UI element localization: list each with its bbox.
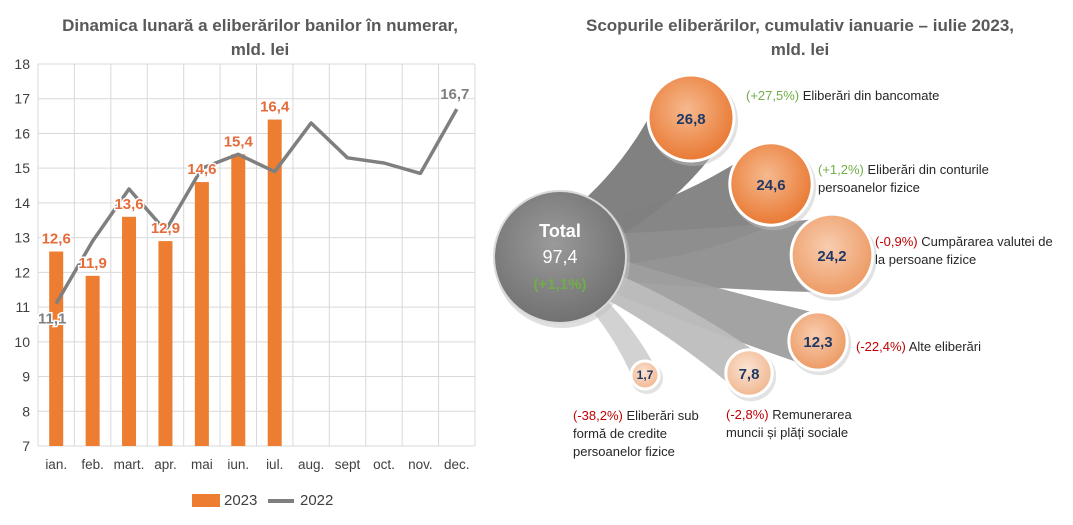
line-data-label: 16,7 [440, 86, 469, 103]
x-tick-label: mai [191, 457, 213, 472]
total-bubble [493, 190, 627, 324]
bubble-category-label: (-0,9%) Cumpărarea valutei de [875, 234, 1053, 249]
bubble-item [724, 348, 774, 398]
bubble-item [787, 310, 849, 372]
right-title-line1: Scopurile eliberărilor, cumulativ ianuar… [585, 16, 1014, 35]
x-tick-label: oct. [373, 457, 395, 472]
bar-2023 [267, 119, 282, 447]
y-tick-label: 17 [14, 91, 30, 107]
bar-2023 [231, 154, 246, 447]
bubble-category-text: Eliberări sub [626, 408, 698, 423]
y-tick-label: 14 [14, 195, 30, 211]
bubble-category-text: Eliberări din conturile [868, 162, 989, 177]
x-tick-label: ian. [45, 457, 67, 472]
bar-data-label: 13,6 [114, 196, 143, 213]
line-data-label: 11,1 [38, 311, 66, 328]
total-label: Total [539, 221, 581, 241]
bubble-category-label: (-2,8%) Remunerarea [726, 407, 852, 422]
bar-data-label: 15,4 [224, 133, 254, 150]
legend-2022-swatch [268, 498, 294, 503]
bubble-value-label: 1,7 [637, 368, 654, 382]
x-tick-label: nov. [408, 457, 433, 472]
y-tick-label: 13 [14, 230, 30, 246]
bubble-category-label: (+1,2%) Eliberări din conturile [818, 162, 989, 177]
bubble-item [646, 73, 736, 163]
bubble-category-label-line: la persoane fizice [875, 252, 976, 267]
right-title-line2: mld. lei [770, 40, 830, 59]
x-tick-label: iul. [266, 457, 283, 472]
total-value: 97,4 [542, 247, 577, 267]
bubble-item [728, 141, 814, 227]
line-2022 [54, 108, 459, 305]
y-tick-label: 7 [22, 438, 30, 454]
legend-2022: 2022 [268, 492, 333, 509]
bubble-category-label-line: persoanelor fizice [573, 444, 675, 459]
x-tick-label: aug. [298, 457, 324, 472]
bubble-category-text: Remunerarea [772, 407, 852, 422]
y-tick-label: 16 [14, 125, 30, 141]
bubble-item [629, 359, 661, 391]
x-tick-label: iun. [227, 457, 249, 472]
bubble-category-label-line: persoanelor fizice [818, 180, 920, 195]
total-change: (+1,1%) [534, 276, 587, 293]
bar-data-label: 14,6 [187, 161, 216, 178]
bubble-value-label: 12,3 [803, 334, 832, 351]
bubble-change-label: (-0,9%) [875, 234, 921, 249]
bubble-change-label: (+27,5%) [746, 88, 803, 103]
legend-2023-swatch [192, 494, 220, 507]
bar-data-label: 11,9 [78, 255, 106, 272]
left-chart-title: Dinamica lunară a eliberărilor banilor î… [20, 14, 500, 62]
legend-2022-label: 2022 [300, 492, 334, 509]
bubble-category-text: Eliberări din bancomate [803, 88, 940, 103]
bubble-category-text: Cumpărarea valutei de [921, 234, 1053, 249]
bubble-value-label: 24,6 [756, 177, 785, 194]
y-tick-label: 12 [14, 264, 30, 280]
bubble-category-label-line: muncii și plăți sociale [726, 425, 848, 440]
bar-data-label: 12,9 [151, 220, 180, 237]
x-tick-label: apr. [154, 457, 177, 472]
bubble-value-label: 7,8 [739, 366, 760, 383]
y-tick-label: 10 [14, 334, 30, 350]
bar-data-label: 12,6 [42, 231, 71, 248]
bubble-change-label: (-38,2%) [573, 408, 626, 423]
bubble-category-label: (+27,5%) Eliberări din bancomate [746, 88, 939, 103]
bubble-change-label: (+1,2%) [818, 162, 868, 177]
bubble-ribbon [592, 254, 827, 367]
bubble-category-label: (-22,4%) Alte eliberări [856, 339, 981, 354]
x-tick-label: sept [335, 457, 361, 472]
legend-2023-label: 2023 [224, 492, 258, 509]
bubble-category-label: (-38,2%) Eliberări sub [573, 408, 699, 423]
left-title-line2: mld. lei [230, 40, 290, 59]
bubble-change-label: (-2,8%) [726, 407, 772, 422]
left-title-line1: Dinamica lunară a eliberărilor banilor î… [62, 16, 458, 35]
bar-2023 [122, 216, 137, 446]
bubble-category-text: Alte eliberări [909, 339, 981, 354]
bubble-item [789, 212, 875, 298]
y-tick-label: 18 [14, 56, 30, 72]
bar-data-label: 16,4 [260, 99, 290, 116]
x-tick-label: mart. [114, 457, 145, 472]
legend-2023: 2023 [192, 492, 257, 509]
bubble-value-label: 24,2 [817, 248, 846, 265]
y-tick-label: 15 [14, 160, 30, 176]
bubble-ribbon [587, 266, 761, 392]
bubble-category-label-line: formă de credite [573, 426, 667, 441]
right-chart-title: Scopurile eliberărilor, cumulativ ianuar… [540, 14, 1060, 62]
bar-2023 [85, 275, 100, 446]
x-tick-label: feb. [81, 457, 104, 472]
bar-2023 [158, 241, 173, 446]
bar-2023 [194, 182, 209, 446]
y-tick-label: 8 [22, 403, 30, 419]
y-tick-label: 9 [22, 369, 30, 385]
bubble-change-label: (-22,4%) [856, 339, 909, 354]
x-tick-label: dec. [444, 457, 470, 472]
bubble-value-label: 26,8 [676, 111, 705, 128]
y-tick-label: 11 [15, 299, 30, 315]
